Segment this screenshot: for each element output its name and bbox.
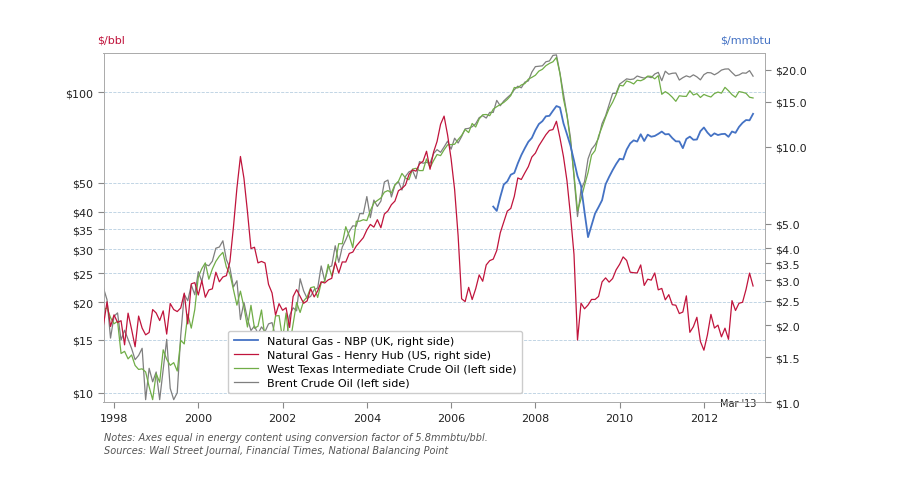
Text: $/bbl: $/bbl xyxy=(97,35,125,45)
Legend: Natural Gas - NBP (UK, right side), Natural Gas - Henry Hub (US, right side), We: Natural Gas - NBP (UK, right side), Natu… xyxy=(228,331,522,393)
Text: Mar '13: Mar '13 xyxy=(720,399,757,408)
Text: 8      © 2012 The Conference Board, Inc.   |   www.conferenceboard.org: 8 © 2012 The Conference Board, Inc. | ww… xyxy=(22,465,419,476)
Text: 🔥: 🔥 xyxy=(842,461,854,480)
Text: Notes: Axes equal in energy content using conversion factor of 5.8mmbtu/bbl.
Sou: Notes: Axes equal in energy content usin… xyxy=(104,432,488,455)
Text: $/mmbtu: $/mmbtu xyxy=(721,35,771,45)
